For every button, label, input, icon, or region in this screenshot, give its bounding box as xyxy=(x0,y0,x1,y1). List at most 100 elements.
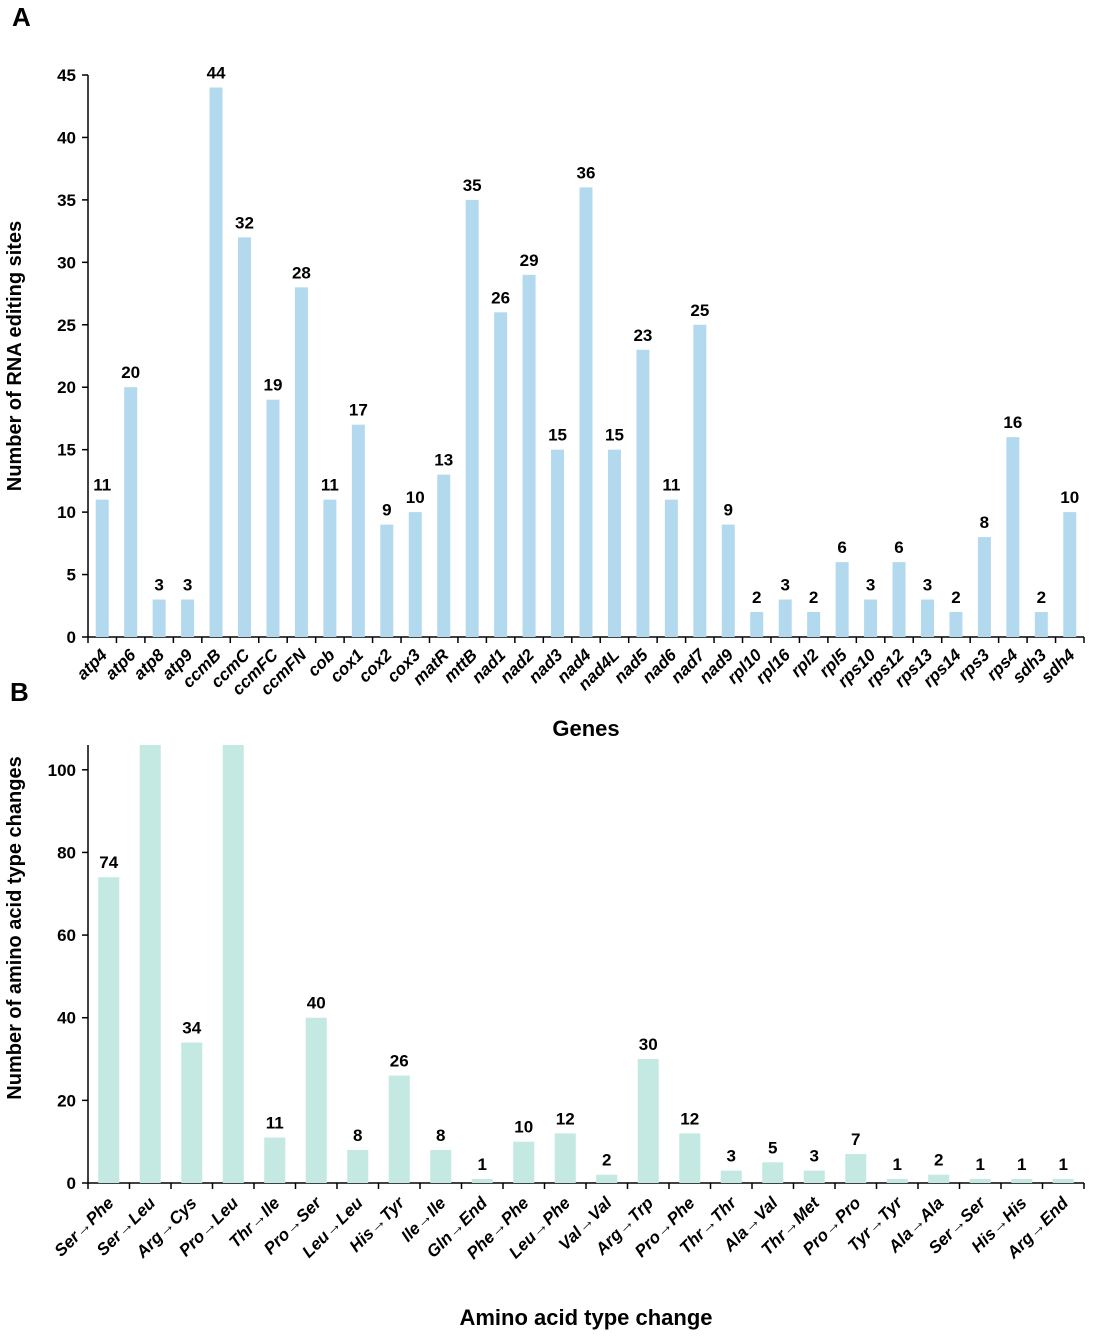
panel-a-data-label: 3 xyxy=(866,576,875,595)
panel-a-bar xyxy=(636,349,650,637)
panel-b-y-tick-label: 80 xyxy=(57,843,76,862)
panel-a-data-label: 10 xyxy=(406,488,425,507)
panel-b-data-label: 1 xyxy=(1017,1155,1026,1174)
panel-b-data-label: 12 xyxy=(556,1109,575,1128)
panel-b-bar xyxy=(596,1174,618,1183)
panel-a-data-label: 19 xyxy=(264,376,283,395)
panel-a-data-label: 15 xyxy=(605,426,624,445)
panel-a-data-label: 6 xyxy=(837,538,846,557)
panel-b-data-label: 8 xyxy=(353,1126,362,1145)
panel-a-bar xyxy=(1063,512,1077,637)
panel-a-bar xyxy=(864,599,878,637)
panel-a-y-tick-label: 15 xyxy=(57,441,76,460)
panel-a-data-label: 16 xyxy=(1003,413,1022,432)
panel-a-y-tick-label: 35 xyxy=(57,191,76,210)
panel-a-data-label: 26 xyxy=(491,288,510,307)
panel-a-bar xyxy=(807,612,821,637)
panel-a-y-tick-label: 20 xyxy=(57,378,76,397)
panel-a-bar xyxy=(920,599,934,637)
panel-b-bar xyxy=(679,1133,701,1183)
panel-b-y-tick-label: 0 xyxy=(67,1174,76,1193)
panel-a-bar xyxy=(579,187,593,637)
panel-b-bar xyxy=(886,1178,908,1183)
panel-b-data-label: 74 xyxy=(99,853,118,872)
panel-a-bar xyxy=(380,524,394,637)
panel-b-data-label: 30 xyxy=(639,1035,658,1054)
panel-b-data-label: 8 xyxy=(436,1126,445,1145)
panel-a-x-tick-label: atp6 xyxy=(101,645,140,684)
panel-a-bar xyxy=(949,612,963,637)
panel-a-data-label: 36 xyxy=(577,163,596,182)
panel-a-bar xyxy=(607,449,621,637)
panel-b-data-label: 7 xyxy=(851,1130,860,1149)
panel-a-bar xyxy=(494,312,508,637)
panel-b-bar xyxy=(98,877,120,1183)
panel-b-data-label: 5 xyxy=(768,1138,777,1157)
panel-a-y-axis-title: Number of RNA editing sites xyxy=(4,221,26,491)
panel-b-bar xyxy=(637,1059,659,1183)
panel-a-bar xyxy=(750,612,764,637)
panel-a-bar xyxy=(465,199,479,637)
panel-a-bar xyxy=(664,499,678,637)
panel-a-data-label: 2 xyxy=(752,588,761,607)
panel-a-y-tick-label: 40 xyxy=(57,128,76,147)
panel-b-data-label: 2 xyxy=(602,1151,611,1170)
panel-b-bar xyxy=(928,1174,950,1183)
panel-b-bar xyxy=(181,1042,203,1183)
panel-a-data-label: 15 xyxy=(548,426,567,445)
panel-a-data-label: 20 xyxy=(121,363,140,382)
panel-b-bar xyxy=(803,1170,825,1183)
panel-a-data-label: 2 xyxy=(1037,588,1046,607)
panel-b-bar xyxy=(471,1178,493,1183)
panel-a-bar xyxy=(778,599,792,637)
panel-a-data-label: 10 xyxy=(1060,488,1079,507)
panel-a-data-label: 23 xyxy=(633,326,652,345)
panel-b-bar xyxy=(762,1162,784,1183)
panel-a-data-label: 8 xyxy=(980,513,989,532)
panel-a-data-label: 44 xyxy=(207,63,226,82)
panel-a-y-tick-label: 5 xyxy=(67,566,76,585)
panel-b-data-label: 40 xyxy=(307,994,326,1013)
panel-a-y-tick-label: 10 xyxy=(57,503,76,522)
panel-b-bar xyxy=(139,745,161,1183)
panel-a-x-axis-title: Genes xyxy=(552,716,619,741)
panel-a-x-tick-label: sdh4 xyxy=(1037,645,1079,687)
panel-b-data-label: 1 xyxy=(893,1155,902,1174)
panel-b-data-label: 12 xyxy=(680,1109,699,1128)
panel-a-data-label: 17 xyxy=(349,401,368,420)
panel-a-bar xyxy=(1034,612,1048,637)
panel-a-data-label: 11 xyxy=(662,476,680,495)
panel-a-data-label: 3 xyxy=(154,576,163,595)
panel-a-data-label: 13 xyxy=(434,451,453,470)
panel-b-data-label: 1 xyxy=(478,1155,487,1174)
panel-a-bar xyxy=(351,424,365,637)
panel-b-data-label: 10 xyxy=(514,1118,533,1137)
panel-a-bar xyxy=(408,512,422,637)
panel-a-data-label: 6 xyxy=(894,538,903,557)
panel-a-data-label: 11 xyxy=(321,476,339,495)
panel-b-data-label: 26 xyxy=(390,1052,409,1071)
panel-b-bar xyxy=(720,1170,742,1183)
panel-a-data-label: 3 xyxy=(923,576,932,595)
panel-a-bar xyxy=(181,599,195,637)
panel-a-bar xyxy=(551,449,565,637)
panel-a-y-tick-label: 45 xyxy=(57,66,76,85)
panel-a-y-tick-label: 0 xyxy=(67,628,76,647)
panel-b-bar xyxy=(264,1137,286,1183)
panel-b-bar xyxy=(1011,1178,1033,1183)
panel-a-data-label: 25 xyxy=(690,301,709,320)
panel-b-bar xyxy=(347,1149,369,1183)
panel-a-bar xyxy=(266,399,280,637)
panel-b-bar xyxy=(845,1154,867,1183)
panel-b-bar xyxy=(513,1141,535,1183)
panel-a-bar xyxy=(124,387,138,637)
panel-a-x-tick-label: atp4 xyxy=(73,645,112,684)
panel-a-data-label: 28 xyxy=(292,263,311,282)
panel-a-bar xyxy=(892,562,906,637)
panel-a-bar xyxy=(522,274,536,637)
panel-a-bar xyxy=(835,562,849,637)
panel-b-data-label: 2 xyxy=(934,1151,943,1170)
panel-a-data-label: 3 xyxy=(780,576,789,595)
panel-a-data-label: 2 xyxy=(951,588,960,607)
